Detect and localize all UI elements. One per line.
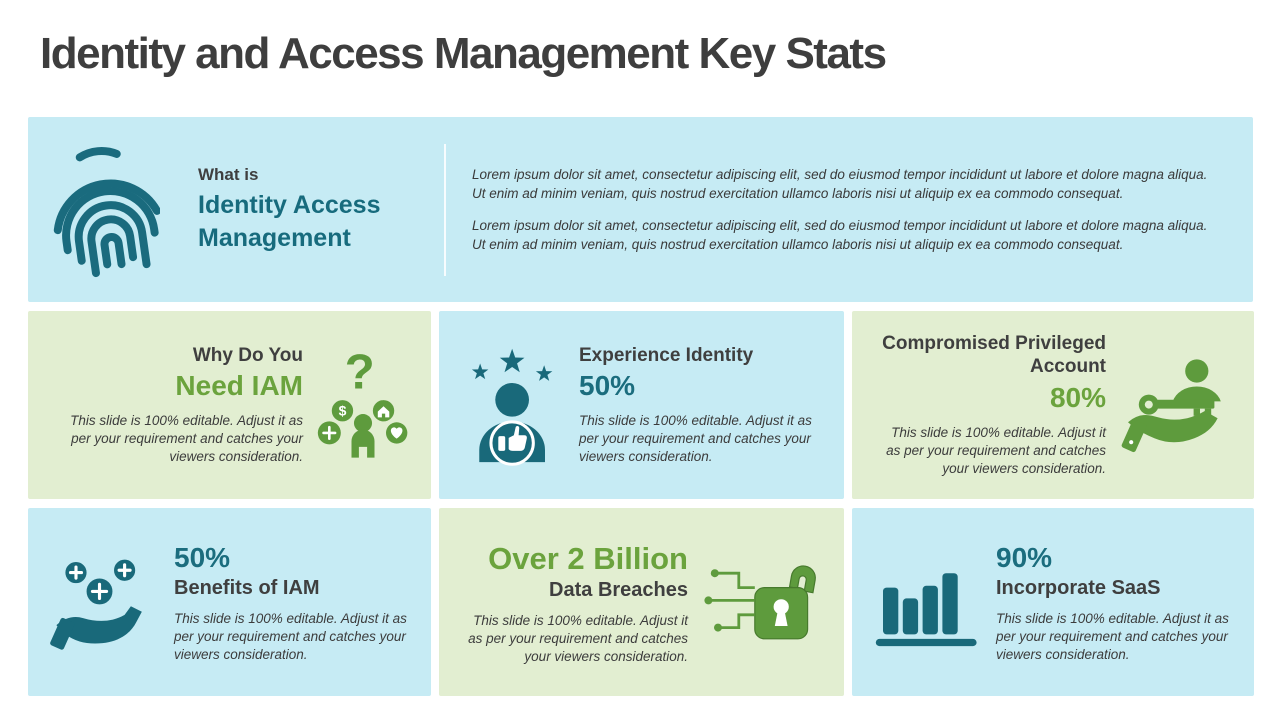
hand-holding-key-icon bbox=[1120, 355, 1232, 455]
fingerprint-icon bbox=[52, 140, 160, 280]
card-benefits-of-iam: 50% Benefits of IAM This slide is 100% e… bbox=[28, 508, 431, 696]
card-why-need-iam: Why Do You Need IAM This slide is 100% e… bbox=[28, 311, 431, 499]
question-people-icon: ? $ bbox=[317, 346, 409, 464]
unlocked-padlock-circuit-icon bbox=[702, 554, 822, 650]
card-compromised-account: Compromised Privileged Account 80% This … bbox=[852, 311, 1254, 499]
intro-titleblock: What is Identity Access Management bbox=[198, 165, 416, 254]
card-note: This slide is 100% editable. Adjust it a… bbox=[886, 424, 1106, 477]
card-headline: Over 2 Billion bbox=[488, 540, 688, 576]
person-rating-thumbs-up-icon bbox=[461, 341, 565, 469]
card-headline: Need IAM bbox=[175, 370, 303, 402]
vertical-divider bbox=[444, 143, 446, 276]
card-label: Benefits of IAM bbox=[174, 576, 320, 599]
card-why-need-iam-text: Why Do You Need IAM This slide is 100% e… bbox=[58, 344, 303, 467]
card-label: Data Breaches bbox=[549, 578, 688, 601]
card-headline: 80% bbox=[1049, 382, 1106, 414]
card-incorporate-saas: 90% Incorporate SaaS This slide is 100% … bbox=[852, 508, 1254, 696]
card-data-breaches-text: Over 2 Billion Data Breaches This slide … bbox=[461, 538, 688, 667]
svg-text:?: ? bbox=[345, 346, 375, 400]
card-benefits-of-iam-text: 50% Benefits of IAM This slide is 100% e… bbox=[174, 539, 409, 664]
svg-text:$: $ bbox=[339, 403, 347, 419]
intro-title: Identity Access Management bbox=[198, 191, 381, 252]
card-note: This slide is 100% editable. Adjust it a… bbox=[468, 612, 688, 665]
page-title: Identity and Access Management Key Stats bbox=[40, 29, 887, 78]
card-eyebrow: Compromised Privileged Account bbox=[882, 332, 1106, 378]
intro-paragraph-1: Lorem ipsum dolor sit amet, consectetur … bbox=[472, 167, 1208, 202]
card-headline: 90% bbox=[996, 542, 1053, 574]
card-note: This slide is 100% editable. Adjust it a… bbox=[579, 412, 812, 465]
card-headline: 50% bbox=[174, 542, 231, 574]
intro-card: What is Identity Access Management Lorem… bbox=[28, 117, 1253, 302]
intro-eyebrow: What is bbox=[198, 165, 259, 184]
card-label: Incorporate SaaS bbox=[996, 576, 1161, 599]
intro-paragraphs: Lorem ipsum dolor sit amet, consectetur … bbox=[472, 165, 1223, 254]
card-headline: 50% bbox=[579, 370, 636, 402]
card-note: This slide is 100% editable. Adjust it a… bbox=[174, 610, 407, 663]
hand-plus-icon bbox=[50, 553, 160, 651]
card-experience-identity-text: Experience Identity 50% This slide is 10… bbox=[579, 344, 822, 467]
intro-paragraph-2: Lorem ipsum dolor sit amet, consectetur … bbox=[472, 217, 1208, 252]
card-experience-identity: Experience Identity 50% This slide is 10… bbox=[439, 311, 844, 499]
card-note: This slide is 100% editable. Adjust it a… bbox=[70, 412, 303, 465]
cards-area: What is Identity Access Management Lorem… bbox=[28, 117, 1254, 696]
card-note: This slide is 100% editable. Adjust it a… bbox=[996, 610, 1229, 663]
stats-grid: Why Do You Need IAM This slide is 100% e… bbox=[28, 311, 1254, 696]
bar-chart-icon bbox=[874, 557, 982, 647]
card-compromised-account-text: Compromised Privileged Account 80% This … bbox=[874, 332, 1106, 479]
card-data-breaches: Over 2 Billion Data Breaches This slide … bbox=[439, 508, 844, 696]
card-incorporate-saas-text: 90% Incorporate SaaS This slide is 100% … bbox=[996, 539, 1232, 664]
card-eyebrow: Why Do You bbox=[192, 344, 303, 366]
card-eyebrow: Experience Identity bbox=[579, 344, 754, 366]
